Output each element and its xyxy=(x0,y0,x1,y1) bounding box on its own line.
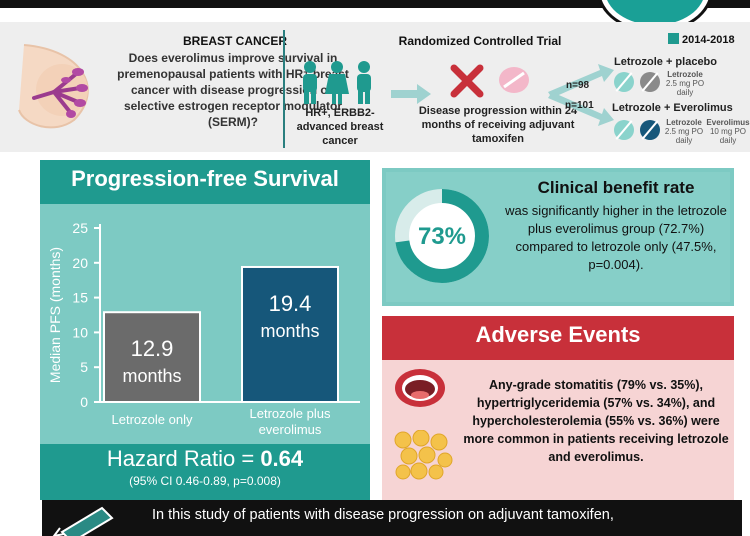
lipid-droplets-icon xyxy=(394,430,453,480)
arm2-title: Letrozole + Everolimus xyxy=(612,102,733,114)
adverse-events-title: Adverse Events xyxy=(475,322,641,347)
bar-unit-label: months xyxy=(122,366,181,386)
pencil-icon xyxy=(52,506,114,536)
tamoxifen-pill-icon xyxy=(499,67,529,93)
bar-2 xyxy=(241,265,339,404)
x-category-label: Letrozole plus xyxy=(250,406,331,421)
cbr-text: was significantly higher in the letrozol… xyxy=(505,203,727,272)
conclusion-text: In this study of patients with disease p… xyxy=(152,507,614,523)
conclusion-bar xyxy=(42,500,742,536)
arm1-dose: 2.5 mg PO daily xyxy=(665,79,705,97)
top-bar xyxy=(0,0,750,8)
randomization-arrows-icon xyxy=(548,64,614,126)
hazard-ratio-bar xyxy=(40,444,370,500)
question-title: BREAST CANCER xyxy=(182,34,287,48)
x-category-label: everolimus xyxy=(259,422,322,437)
calendar-icon xyxy=(668,33,679,44)
breast-icon xyxy=(18,44,89,129)
disease-progression-text: Disease progression within 24 months of … xyxy=(418,105,578,145)
y-tick-label: 15 xyxy=(72,290,88,306)
y-axis-label: Median PFS (months) xyxy=(47,247,63,383)
x-category-label: Letrozole only xyxy=(112,412,193,427)
y-tick-label: 10 xyxy=(72,324,88,340)
adverse-events-text: Any-grade stomatitis (79% vs. 35%), hype… xyxy=(463,378,729,464)
pfs-title: Progression-free Survival xyxy=(71,166,339,191)
arm2-dose1: 2.5 mg PO daily xyxy=(664,127,704,145)
x-mark-icon xyxy=(450,64,484,98)
letrozole-pill-icon xyxy=(614,72,634,92)
header-divider xyxy=(283,30,285,148)
pfs-bar-chart: 0 5 10 15 20 25 Median PFS (months) 12.9 months 1… xyxy=(47,220,360,437)
years-label: 2014-2018 xyxy=(682,34,735,46)
arm2-drug2: Everolimus xyxy=(706,118,750,127)
arm2-drug1: Letrozole xyxy=(666,118,702,127)
hazard-ratio-value: 0.64 xyxy=(260,446,304,471)
study-years: 2014-2018 xyxy=(668,33,735,46)
arm2-dose2: 10 mg PO daily xyxy=(709,127,746,145)
population-text: HR+, ERBB2- advanced breast cancer xyxy=(296,107,384,147)
arm1-drug: Letrozole xyxy=(667,70,703,79)
letrozole-pill-icon-2 xyxy=(614,120,634,140)
everolimus-pill-icon xyxy=(640,120,660,140)
y-tick-label: 0 xyxy=(80,394,88,410)
placebo-pill-icon xyxy=(640,72,660,92)
cbr-title: Clinical benefit rate xyxy=(537,178,695,197)
cbr-donut-chart: 73% xyxy=(395,189,489,283)
hazard-ratio: Hazard Ratio = 0.64 xyxy=(40,446,370,472)
adverse-events-title-bar xyxy=(382,316,734,360)
donut-arc xyxy=(395,189,489,283)
y-tick-label: 20 xyxy=(72,255,88,271)
arrow-right-icon xyxy=(391,84,431,104)
rct-title: Randomized Controlled Trial xyxy=(398,34,562,48)
arm1-title: Letrozole + placebo xyxy=(614,56,717,68)
bar-1 xyxy=(103,311,201,403)
n-placebo: n=98 xyxy=(566,80,590,91)
bar-value-label: 12.9 xyxy=(131,336,174,361)
hazard-ratio-ci: (95% CI 0.46-0.89, p=0.008) xyxy=(129,474,281,488)
cbr-percent: 73% xyxy=(418,223,466,250)
y-tick-label: 25 xyxy=(72,220,88,236)
mouth-icon xyxy=(395,369,445,407)
hazard-ratio-label: Hazard Ratio = xyxy=(106,446,261,471)
n-everolimus: n=101 xyxy=(565,100,594,111)
y-tick-label: 5 xyxy=(80,359,88,375)
bar-unit-label: months xyxy=(260,321,319,341)
pfs-title-bar xyxy=(40,160,370,204)
patients-icon xyxy=(303,61,371,104)
bar-value-label: 19.4 xyxy=(269,291,312,316)
